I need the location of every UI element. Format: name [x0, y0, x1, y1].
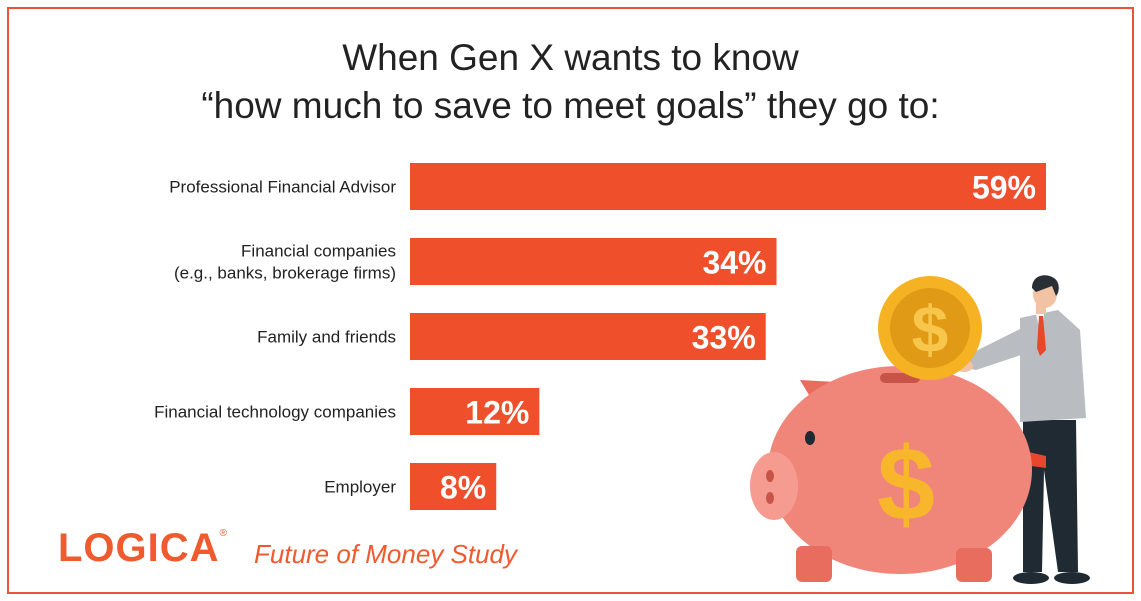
registered-mark: ® — [219, 528, 228, 539]
svg-text:$: $ — [877, 427, 935, 543]
logica-logo: LOGICA® — [58, 526, 228, 571]
bar-2 — [410, 313, 766, 360]
bar-4 — [410, 463, 497, 510]
study-name: Future of Money Study — [254, 539, 518, 569]
bar-value-label-3: 12% — [465, 395, 529, 431]
gold-coin-icon: $ — [878, 276, 982, 380]
bar-value-label-0: 59% — [972, 170, 1036, 206]
category-label-1-0: Financial companies — [241, 242, 396, 261]
bar-0 — [410, 163, 1046, 210]
category-label-2-0: Family and friends — [257, 328, 396, 347]
piggy-bank-illustration: $ $ — [750, 275, 1090, 584]
bar-value-label-1: 34% — [702, 245, 766, 281]
piggy-bank-icon: $ — [750, 366, 1032, 582]
category-label-0-0: Professional Financial Advisor — [169, 178, 396, 197]
category-label-1-1: (e.g., banks, brokerage firms) — [174, 264, 396, 283]
logo-text: LOGICA — [58, 526, 220, 570]
title-line-2: “how much to save to meet goals” they go… — [201, 85, 940, 126]
category-label-3-0: Financial technology companies — [154, 403, 396, 422]
chart-title: When Gen X wants to know “how much to sa… — [0, 34, 1141, 130]
bar-1 — [410, 238, 777, 285]
businessman-icon — [955, 275, 1090, 584]
category-label-4-0: Employer — [324, 478, 396, 497]
title-line-1: When Gen X wants to know — [342, 37, 799, 78]
bar-value-label-4: 8% — [440, 470, 486, 506]
bar-value-label-2: 33% — [692, 320, 756, 356]
bar-3 — [410, 388, 540, 435]
svg-text:$: $ — [912, 292, 949, 366]
